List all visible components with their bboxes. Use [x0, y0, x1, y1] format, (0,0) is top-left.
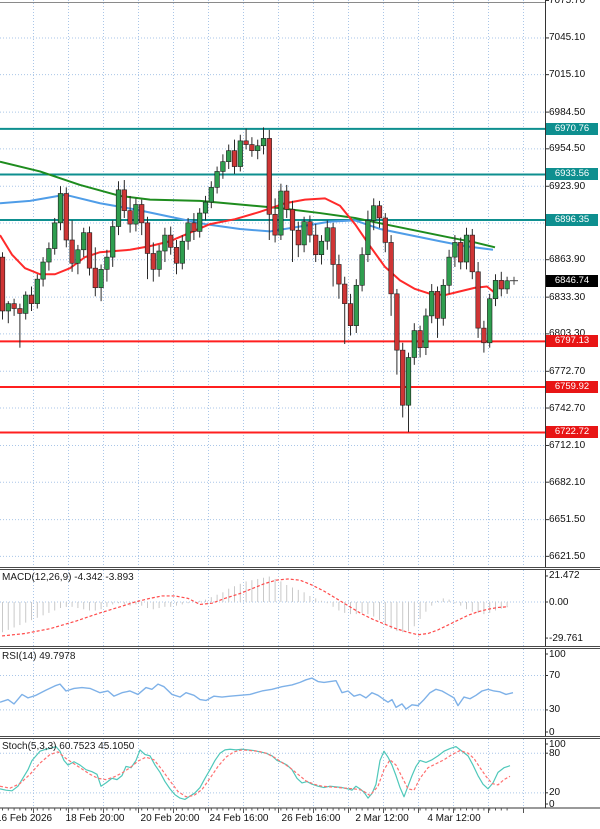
- rsi-axis-label: 70: [549, 670, 561, 681]
- price-tick-label: 7045.10: [549, 32, 586, 44]
- rsi-axis-label: 100: [549, 648, 566, 660]
- price-level-badge: 6933.56: [546, 168, 598, 181]
- macd-axis-label: 0.00: [549, 596, 569, 608]
- price-level-badge: 6896.35: [546, 213, 598, 226]
- time-axis-label: 2 Mar 12:00: [355, 813, 409, 824]
- price-level-badge: 6759.92: [546, 380, 598, 393]
- time-axis-label: 20 Feb 20:00: [140, 813, 200, 824]
- ma-blue-line: [0, 193, 494, 251]
- price-tick-label: 6682.10: [549, 476, 586, 488]
- stoch-indicator-label: Stoch(5,3,3) 60.7523 45.1050: [2, 741, 135, 752]
- price-level-badge: 6797.13: [546, 335, 598, 348]
- price-level-badge: 6970.76: [546, 122, 598, 135]
- stoch-axis-label: 0: [549, 798, 555, 810]
- price-tick-label: 7075.70: [549, 0, 586, 6]
- candles-layer: [0, 127, 510, 433]
- time-axis-label: 26 Feb 16:00: [281, 813, 341, 824]
- time-axis-ticks: [2, 808, 524, 813]
- time-axis-label: 4 Mar 12:00: [427, 813, 481, 824]
- price-tick-label: 6984.50: [549, 106, 586, 118]
- stoch-k-line: [0, 745, 511, 801]
- time-axis-label: 16 Feb 2026: [0, 813, 53, 824]
- rsi-line: [0, 677, 514, 710]
- price-tick-label: 6621.50: [549, 550, 586, 562]
- grid-layer: [0, 0, 545, 808]
- stoch-axis-label: 80: [549, 747, 561, 759]
- macd-indicator-label: MACD(12,26,9) -4.342 -3.893: [2, 572, 134, 583]
- price-tick-label: 6742.70: [549, 402, 586, 414]
- price-tick-label: 6923.90: [549, 180, 586, 192]
- macd-signal-line: [1, 578, 509, 637]
- time-axis-label: 18 Feb 20:00: [65, 813, 125, 824]
- time-axis[interactable]: 16 Feb 2026 18 Feb 20:00 20 Feb 20:00 24 Fe…: [0, 810, 600, 829]
- price-tick-label: 7015.10: [549, 69, 586, 81]
- macd-histogram: [2, 576, 508, 633]
- price-tick-label: 6803.30: [549, 328, 586, 340]
- current-price-badge: 6846.74: [546, 274, 598, 287]
- macd-axis-label: -29.761: [549, 632, 583, 644]
- panel-separator-macd[interactable]: [0, 567, 600, 570]
- macd-axis-label: 21.472: [549, 570, 580, 582]
- stoch-d-line: [0, 749, 511, 798]
- price-tick-label: 6863.90: [549, 254, 586, 266]
- price-tick-label: 6712.10: [549, 439, 586, 451]
- stoch-axis-label: 20: [549, 787, 561, 799]
- price-tick-label: 6651.50: [549, 514, 586, 526]
- rsi-axis-label: 30: [549, 704, 561, 716]
- price-level-badge: 6722.72: [546, 426, 598, 439]
- panel-separator-rsi[interactable]: [0, 646, 600, 649]
- rsi-axis-label: 0: [549, 726, 555, 738]
- panel-separator-stoch[interactable]: [0, 736, 600, 739]
- price-axis-tick-marks: [545, 0, 549, 557]
- price-tick-label: 6772.70: [549, 365, 586, 377]
- price-tick-label: 6833.30: [549, 291, 586, 303]
- time-axis-label: 24 Feb 16:00: [209, 813, 269, 824]
- price-tick-label: 6954.50: [549, 143, 586, 155]
- rsi-indicator-label: RSI(14) 49.7978: [2, 651, 76, 662]
- stoch-axis-label: 100: [549, 738, 566, 750]
- price-axis[interactable]: 7075.70 7045.10 7015.10 6984.50 6954.50 6923.…: [545, 0, 600, 810]
